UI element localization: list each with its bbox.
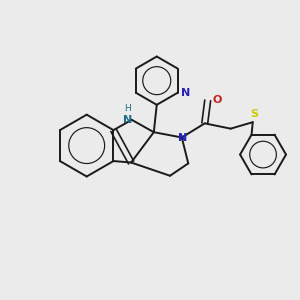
Text: N: N: [181, 88, 190, 98]
Text: O: O: [212, 95, 221, 105]
Text: H: H: [124, 104, 131, 113]
Text: N: N: [123, 115, 132, 125]
Text: S: S: [250, 109, 258, 118]
Text: N: N: [178, 134, 187, 143]
